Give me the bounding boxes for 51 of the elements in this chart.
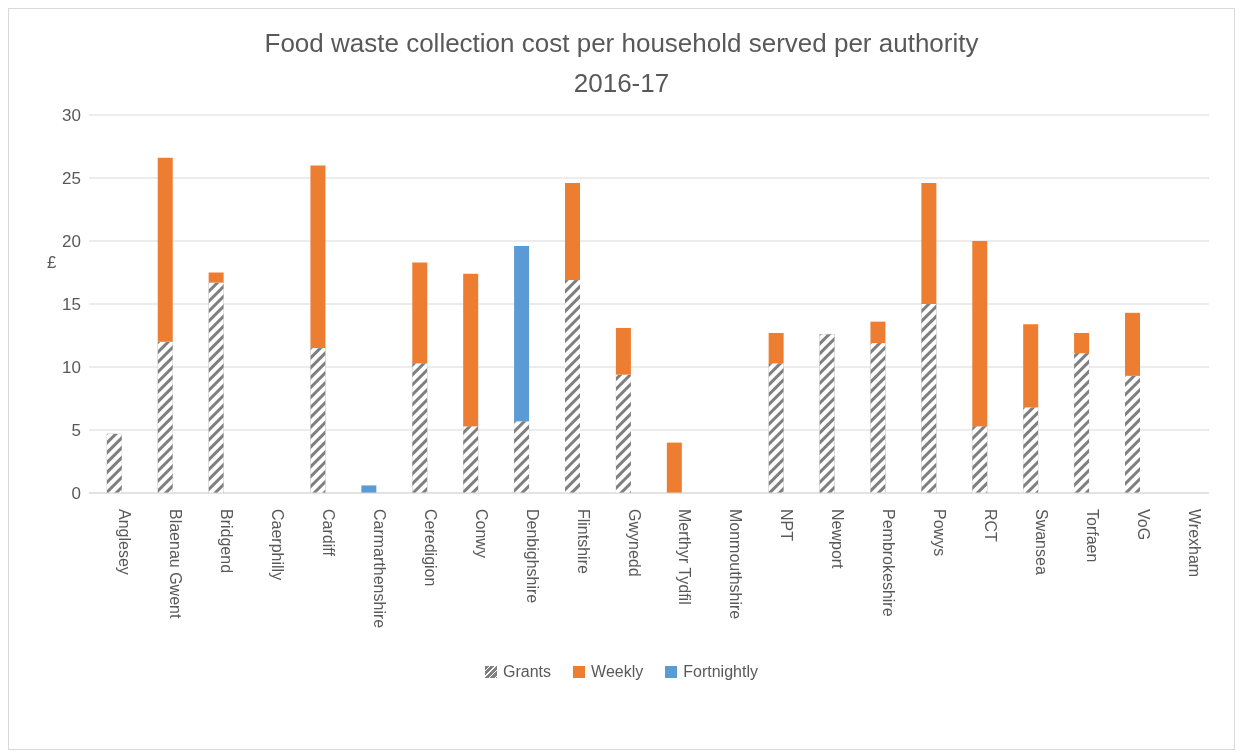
chart-title: Food waste collection cost per household served per authority 2016-17 (263, 27, 980, 100)
x-tick-label: Caerphilly (269, 509, 287, 581)
y-tick-label: 20 (62, 232, 81, 252)
x-tick-label: Flintshire (574, 509, 592, 575)
x-tick-label: VoG (1134, 509, 1152, 541)
x-tick-label: Anglesey (116, 509, 134, 575)
bar (310, 165, 326, 349)
x-tick-label: Blaenau Gwent (167, 509, 185, 619)
bar (463, 273, 479, 427)
y-tick-label: 30 (62, 106, 81, 126)
x-tick-label: Conwy (472, 509, 490, 558)
bar (157, 157, 173, 342)
x-tick-label: Gwynedd (625, 509, 643, 577)
bar (412, 262, 428, 364)
legend-label: Fortnightly (682, 663, 758, 681)
x-tick-label: Ceredigion (421, 509, 439, 587)
y-tick-label: 15 (62, 295, 81, 315)
bar (208, 272, 224, 283)
bar (565, 183, 580, 281)
bar (615, 327, 631, 375)
legend-label: Grants (502, 663, 552, 681)
x-tick-label: Swansea (1032, 509, 1050, 575)
y-tick-label: 25 (62, 169, 81, 189)
x-tick-label: Newport (829, 509, 847, 570)
x-tick-label: NPT (778, 509, 796, 542)
x-tick-label: Merthyr Tydfil (676, 509, 694, 605)
x-tick-label: Carmarthenshire (371, 509, 388, 629)
bar (870, 321, 886, 344)
x-tick-label: Powys (931, 509, 948, 557)
x-tick-label: Torfaen (1083, 509, 1101, 563)
x-tick-label: Cardiff (320, 509, 338, 557)
bar (666, 442, 682, 493)
bar (921, 183, 937, 304)
bar (972, 241, 988, 427)
x-tick-label: RCT (981, 509, 999, 543)
legend-label: Weekly (590, 663, 644, 681)
x-tick-label: Denbighshire (523, 509, 541, 604)
y-axis-title: £ (47, 253, 57, 273)
bar (1023, 324, 1039, 408)
x-tick-label: Monmouthshire (727, 509, 745, 620)
bar (514, 246, 530, 422)
bar (1125, 312, 1140, 376)
x-tick-label: Wrexham (1185, 509, 1203, 578)
bar (1074, 332, 1090, 354)
y-tick-label: 5 (71, 421, 81, 441)
bar (768, 332, 784, 364)
x-tick-label: Bridgend (218, 509, 236, 574)
y-tick-label: 10 (62, 358, 81, 378)
bar (361, 485, 377, 493)
x-tick-label: Pembrokeshire (880, 509, 898, 617)
y-tick-label: 0 (71, 484, 81, 504)
